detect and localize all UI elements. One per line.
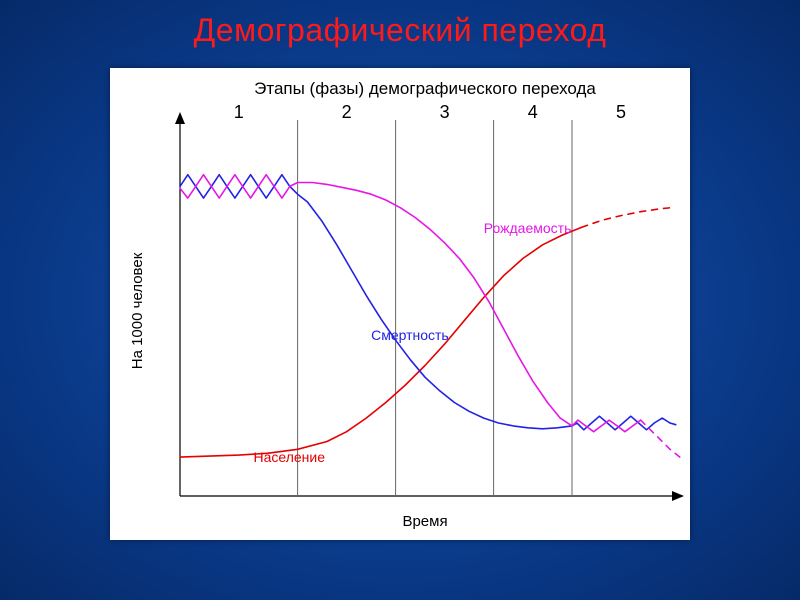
stage-label: 3 xyxy=(440,102,450,122)
fertility-line-dashed xyxy=(641,420,680,457)
demographic-transition-chart: Этапы (фазы) демографического перехода 1 2… xyxy=(110,68,690,540)
population-label: Население xyxy=(254,449,326,465)
mortality-line xyxy=(180,175,670,430)
chart-title: Этапы (фазы) демографического перехода xyxy=(254,79,596,98)
stage-label: 1 xyxy=(234,102,244,122)
x-axis-label: Время xyxy=(402,513,447,530)
stage-label: 5 xyxy=(616,102,626,122)
slide: Демографический переход Этапы (фазы) дем… xyxy=(0,0,800,600)
stage-label: 4 xyxy=(528,102,538,122)
fertility-label: Рождаемость xyxy=(484,220,572,236)
slide-title: Демографический переход xyxy=(0,12,800,49)
y-axis-label: На 1000 человек xyxy=(129,252,146,369)
mortality-label: Смертность xyxy=(371,327,449,343)
population-line-dashed xyxy=(582,208,670,228)
mortality-line-dashed xyxy=(670,423,680,426)
chart-container: Этапы (фазы) демографического перехода 1 2… xyxy=(110,68,690,540)
stage-label: 2 xyxy=(342,102,352,122)
